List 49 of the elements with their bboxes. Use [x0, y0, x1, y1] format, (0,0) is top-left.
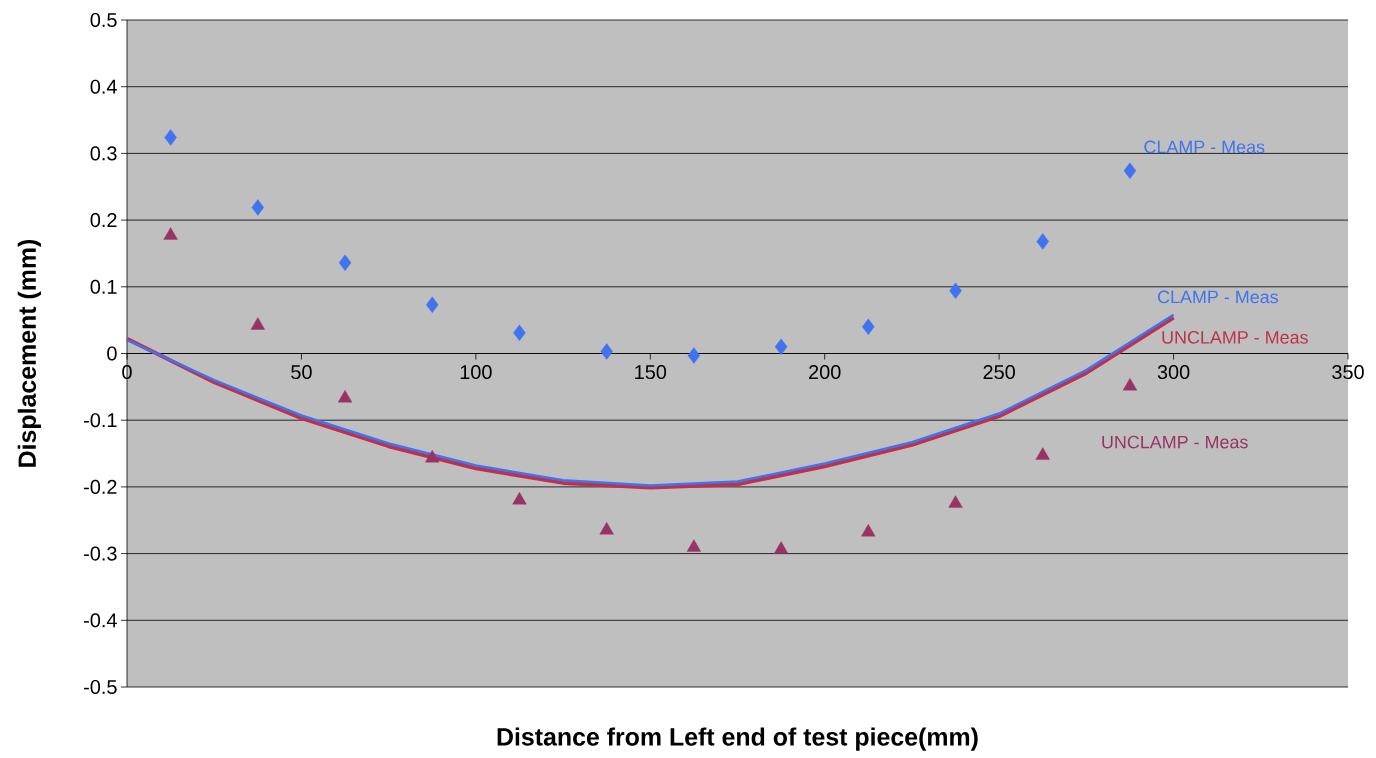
point — [862, 318, 875, 336]
y-tick-label: -0.5 — [84, 679, 117, 695]
point — [686, 539, 702, 552]
point — [513, 324, 526, 342]
point — [687, 347, 701, 364]
y-tick-label: -0.3 — [84, 546, 117, 561]
y-tick-label: 0.1 — [90, 279, 117, 294]
point — [600, 343, 613, 360]
y-tick-label: 0.2 — [90, 213, 117, 228]
point — [251, 199, 265, 216]
series-label: CLAMP - Meas — [1144, 140, 1265, 154]
x-axis-title: Distance from Left end of test piece(mm) — [497, 727, 978, 751]
y-tick-label: -0.1 — [84, 413, 117, 428]
y-tick-label: 0.3 — [90, 146, 117, 161]
x-tick-label: 150 — [635, 365, 667, 380]
point — [599, 522, 614, 535]
point — [425, 450, 440, 463]
point — [164, 129, 177, 146]
point — [861, 524, 876, 537]
x-tick-label: 0 — [122, 365, 132, 380]
point — [1122, 377, 1138, 391]
y-tick-label: 0 — [107, 346, 117, 361]
y-tick-label: 0.5 — [90, 12, 117, 28]
text: UNCLAMP - Meas — [1102, 435, 1248, 449]
series-label: UNCLAMP - Meas — [1162, 330, 1308, 344]
point — [774, 338, 788, 356]
point — [1036, 233, 1049, 250]
point — [773, 541, 789, 554]
point — [948, 495, 963, 508]
y-axis-title: Displacement (mm) — [17, 239, 41, 467]
x-tick-label: 350 — [1332, 365, 1364, 380]
point — [949, 282, 962, 299]
point — [250, 317, 265, 330]
x-tick-label: 200 — [809, 365, 841, 380]
x-tick-label: 300 — [1157, 365, 1190, 380]
point — [337, 389, 353, 403]
x-tick-label: 100 — [460, 365, 492, 380]
point — [426, 296, 439, 314]
point — [338, 254, 352, 271]
x-tick-label: 50 — [291, 365, 312, 380]
y-tick-label: -0.2 — [84, 479, 117, 494]
series-label: CLAMP - Meas — [1157, 290, 1278, 304]
y-tick-label: 0.4 — [90, 79, 117, 94]
point — [163, 227, 178, 240]
point — [1123, 162, 1137, 179]
x-tick-label: 250 — [983, 365, 1015, 380]
point — [1035, 447, 1050, 460]
y-tick-label: -0.4 — [84, 613, 117, 628]
point — [512, 492, 527, 505]
